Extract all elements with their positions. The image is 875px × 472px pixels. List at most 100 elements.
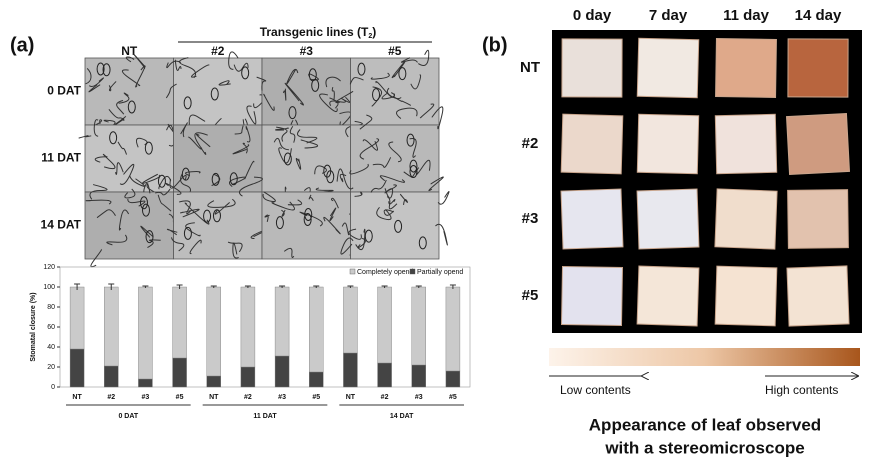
cell-wall (437, 190, 450, 205)
legend-label: Partially opend (417, 269, 463, 276)
cell-wall (207, 198, 236, 208)
micrograph (78, 119, 185, 195)
cell-wall (283, 247, 295, 258)
cell-wall (370, 179, 387, 193)
leaf-sample (560, 188, 624, 250)
group-heading: Transgenic lines (T2) (260, 25, 377, 40)
cell-wall (336, 168, 354, 190)
stoma (283, 152, 292, 166)
cell-wall (379, 175, 405, 183)
micrograph-bg (261, 124, 351, 193)
cell-wall (256, 76, 267, 91)
cell-wall (102, 153, 116, 170)
row-label: 14 DAT (41, 218, 82, 232)
stoma (323, 164, 332, 178)
color-scale (549, 348, 860, 366)
cell-wall (88, 84, 101, 93)
cell-wall (263, 93, 275, 111)
cell-wall (396, 107, 418, 119)
bar-segment (309, 286, 324, 373)
micrograph (165, 176, 270, 260)
cell-wall (362, 139, 378, 151)
bar-segment (240, 366, 256, 388)
cell-wall (190, 64, 210, 78)
bar-segment (377, 362, 392, 388)
bar-segment (274, 355, 290, 388)
leaf-sample (636, 37, 700, 99)
leaf-sample (636, 113, 700, 175)
stoma (288, 106, 297, 120)
cell-wall (384, 188, 394, 199)
leaf-sample (714, 265, 778, 327)
cell-wall (335, 90, 354, 104)
cell-wall (431, 106, 444, 130)
cell-wall (185, 222, 201, 237)
cell-wall (392, 95, 412, 106)
stoma (145, 230, 154, 244)
cell-wall (323, 216, 341, 235)
bar-segment (138, 378, 153, 388)
cell-wall (329, 207, 337, 222)
cell-wall (329, 97, 339, 109)
column-label: 14 day (795, 7, 842, 24)
leaf-sample (787, 38, 849, 98)
cell-wall (359, 114, 373, 130)
bar-segment (172, 286, 187, 359)
cell-wall (121, 69, 141, 87)
error-bar (74, 283, 81, 290)
micrograph (335, 49, 440, 126)
bar-segment (445, 286, 461, 372)
stoma (102, 63, 111, 77)
scale-high: High contents (765, 383, 838, 397)
micrograph-bg (173, 191, 263, 260)
stoma (229, 172, 238, 186)
micrograph (165, 51, 269, 135)
bar-segment (343, 352, 358, 388)
cell-wall (299, 211, 323, 227)
cell-wall (349, 163, 369, 175)
cell-wall (227, 241, 243, 253)
bar-segment (104, 365, 119, 388)
cell-wall (125, 56, 135, 63)
cell-wall (232, 144, 250, 155)
cell-wall (214, 202, 230, 215)
cell-wall (386, 87, 402, 100)
row-label: 0 DAT (47, 84, 81, 98)
x-tick-label: #3 (142, 394, 150, 401)
cell-wall (386, 196, 398, 210)
cell-wall (147, 239, 161, 248)
cell-wall (180, 122, 188, 138)
cell-wall (85, 199, 112, 205)
y-tick-label: 40 (47, 344, 55, 351)
y-tick-label: 100 (43, 284, 55, 291)
bar-segment (206, 286, 221, 377)
cell-wall (228, 51, 239, 70)
leaf-sample (715, 38, 777, 98)
cell-wall (370, 72, 390, 80)
error-bar (176, 284, 183, 289)
cell-wall (388, 141, 402, 163)
heading-text: Transgenic lines (T (260, 25, 369, 39)
cell-wall (165, 182, 182, 195)
row-label: #5 (522, 287, 539, 304)
cell-wall (428, 176, 444, 192)
x-tick-label: NT (346, 394, 356, 401)
cell-wall (88, 77, 104, 87)
leaf-sample (636, 265, 700, 327)
group-label: 0 DAT (118, 413, 138, 420)
row-label: #2 (522, 135, 539, 152)
leaf-sample (714, 113, 778, 175)
leaf-sample (787, 189, 849, 249)
stoma (409, 165, 418, 179)
cell-wall (297, 129, 318, 144)
cell-wall (93, 119, 99, 137)
cell-wall (273, 137, 289, 151)
cell-wall (185, 171, 201, 177)
cell-wall (118, 209, 130, 231)
cell-wall (289, 125, 296, 143)
stoma (357, 62, 366, 76)
cell-wall (158, 175, 172, 190)
cell-wall (127, 198, 146, 207)
cell-wall (118, 92, 130, 104)
x-tick-label: #2 (244, 394, 252, 401)
